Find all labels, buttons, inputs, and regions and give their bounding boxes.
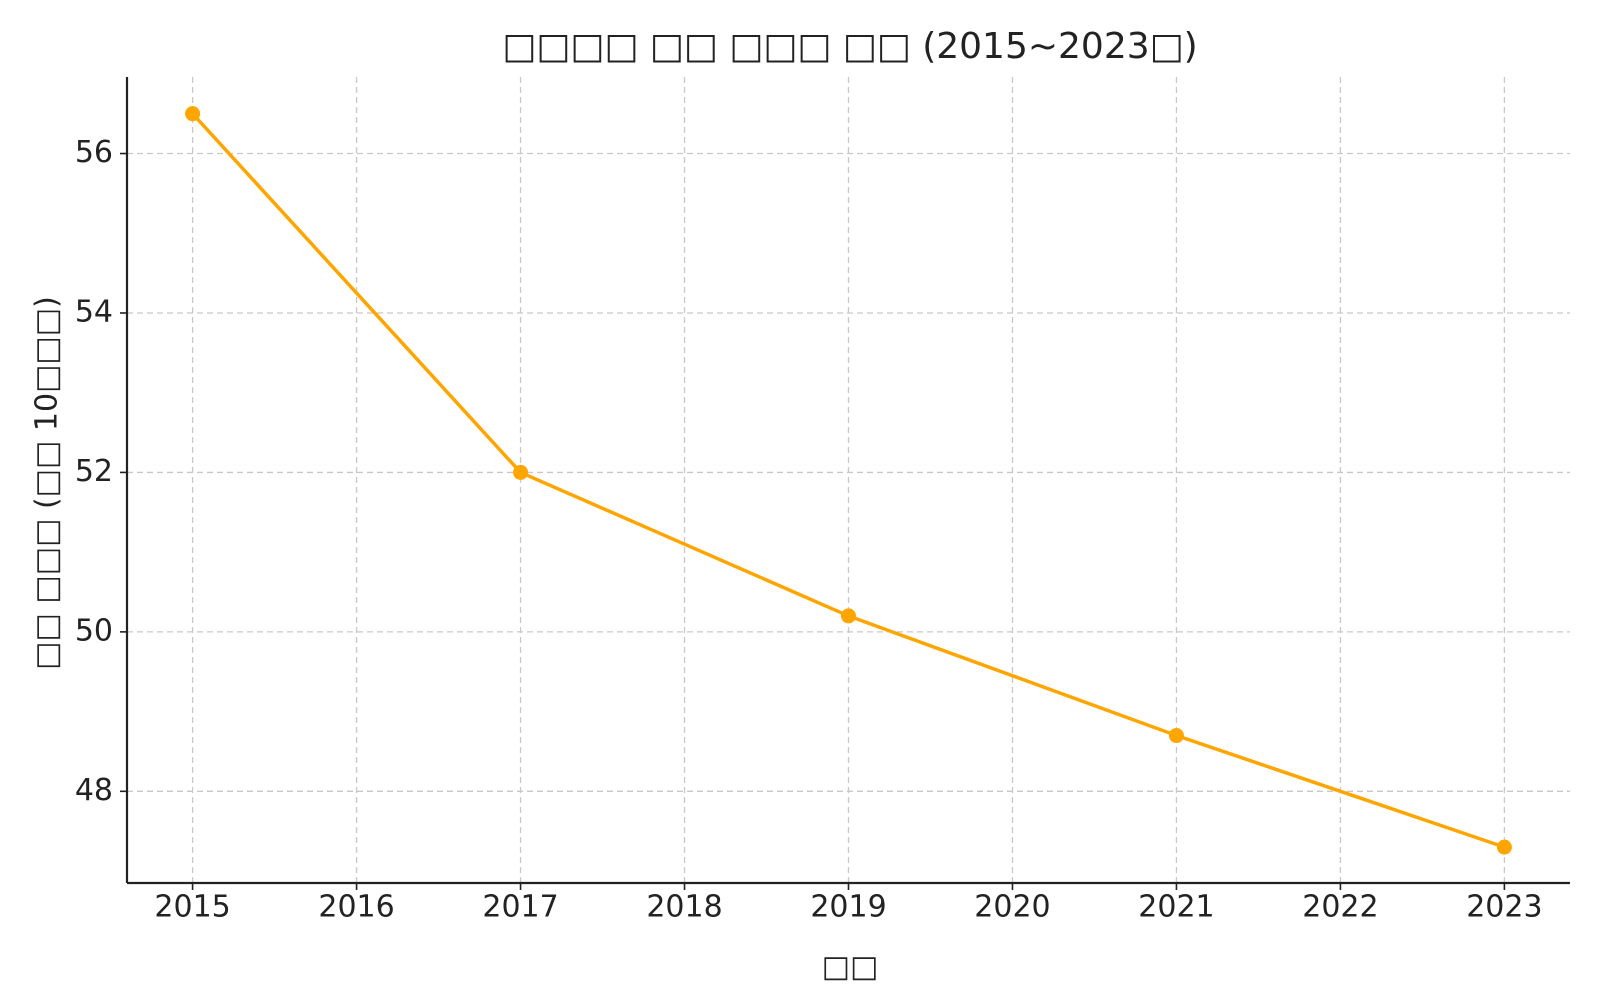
x-tick-label: 2016: [318, 890, 394, 925]
x-tick-label: 2017: [482, 890, 558, 925]
point: [513, 464, 529, 480]
y-axis-label: □□ □□□ (□□ 10□□□): [30, 296, 65, 670]
x-tick-label: 2022: [1302, 890, 1378, 925]
x-tick-label: 2015: [154, 890, 230, 925]
y-tick-label: 48: [75, 773, 113, 808]
y-tick-label: 50: [75, 613, 113, 648]
y-tick-label: 54: [75, 294, 113, 329]
point: [841, 608, 856, 624]
y-tick-label: 56: [75, 135, 113, 170]
x-tick-label: 2019: [810, 890, 886, 925]
chart-title: □□□□ □□ □□□ □□ (2015~2023□): [502, 26, 1197, 67]
point: [185, 106, 201, 122]
x-tick-label: 2020: [974, 890, 1050, 925]
point: [1496, 839, 1512, 855]
x-axis-label: □□: [822, 950, 879, 985]
x-tick-label: 2018: [646, 890, 722, 925]
x-tick-label: 2023: [1466, 890, 1542, 925]
point: [1168, 728, 1184, 744]
y-tick-label: 52: [75, 454, 113, 489]
x-tick-label: 2021: [1138, 890, 1214, 925]
